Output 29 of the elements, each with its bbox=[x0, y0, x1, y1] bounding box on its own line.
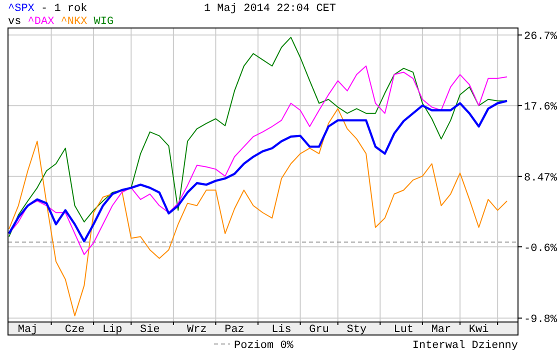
x-tick-label: Cze bbox=[64, 324, 85, 336]
text: ^NKX bbox=[60, 16, 88, 28]
x-tick-label: Sty bbox=[346, 324, 367, 336]
chart-title: - 1 rok bbox=[41, 3, 88, 15]
x-tick-label: Lut bbox=[394, 324, 414, 336]
legend-title: vs bbox=[8, 16, 22, 28]
x-tick-label: Paz bbox=[224, 324, 244, 336]
y-tick-label: -0.6% bbox=[524, 242, 558, 255]
x-tick-label: Mar bbox=[431, 324, 452, 336]
text: WIG bbox=[94, 16, 114, 28]
line-series bbox=[8, 108, 508, 316]
text: Interwal Dzienny bbox=[412, 340, 518, 350]
x-tick-label: Lip bbox=[102, 324, 122, 336]
x-tick-label: Maj bbox=[18, 324, 38, 336]
text: ^DAX bbox=[28, 16, 55, 28]
x-tick-label: Wrz bbox=[187, 324, 207, 336]
x-tick-label: Kwi bbox=[468, 324, 490, 336]
x-tick-label: Sie bbox=[140, 324, 160, 336]
y-tick-label: -9.8% bbox=[524, 314, 558, 326]
chart-subtitle: 1 Maj 2014 22:04 CET bbox=[204, 3, 336, 15]
y-tick-label: 26.7% bbox=[524, 30, 558, 43]
line-series bbox=[8, 66, 508, 256]
y-tick-label: 17.6% bbox=[524, 102, 558, 114]
y-tick-label: 8.47% bbox=[524, 172, 558, 184]
line-series bbox=[8, 100, 508, 242]
x-tick-label: Lis bbox=[272, 324, 292, 336]
text: Poziom 0% bbox=[234, 340, 294, 350]
x-tick-label: Gru bbox=[309, 324, 329, 336]
text: ^SPX bbox=[8, 3, 35, 15]
